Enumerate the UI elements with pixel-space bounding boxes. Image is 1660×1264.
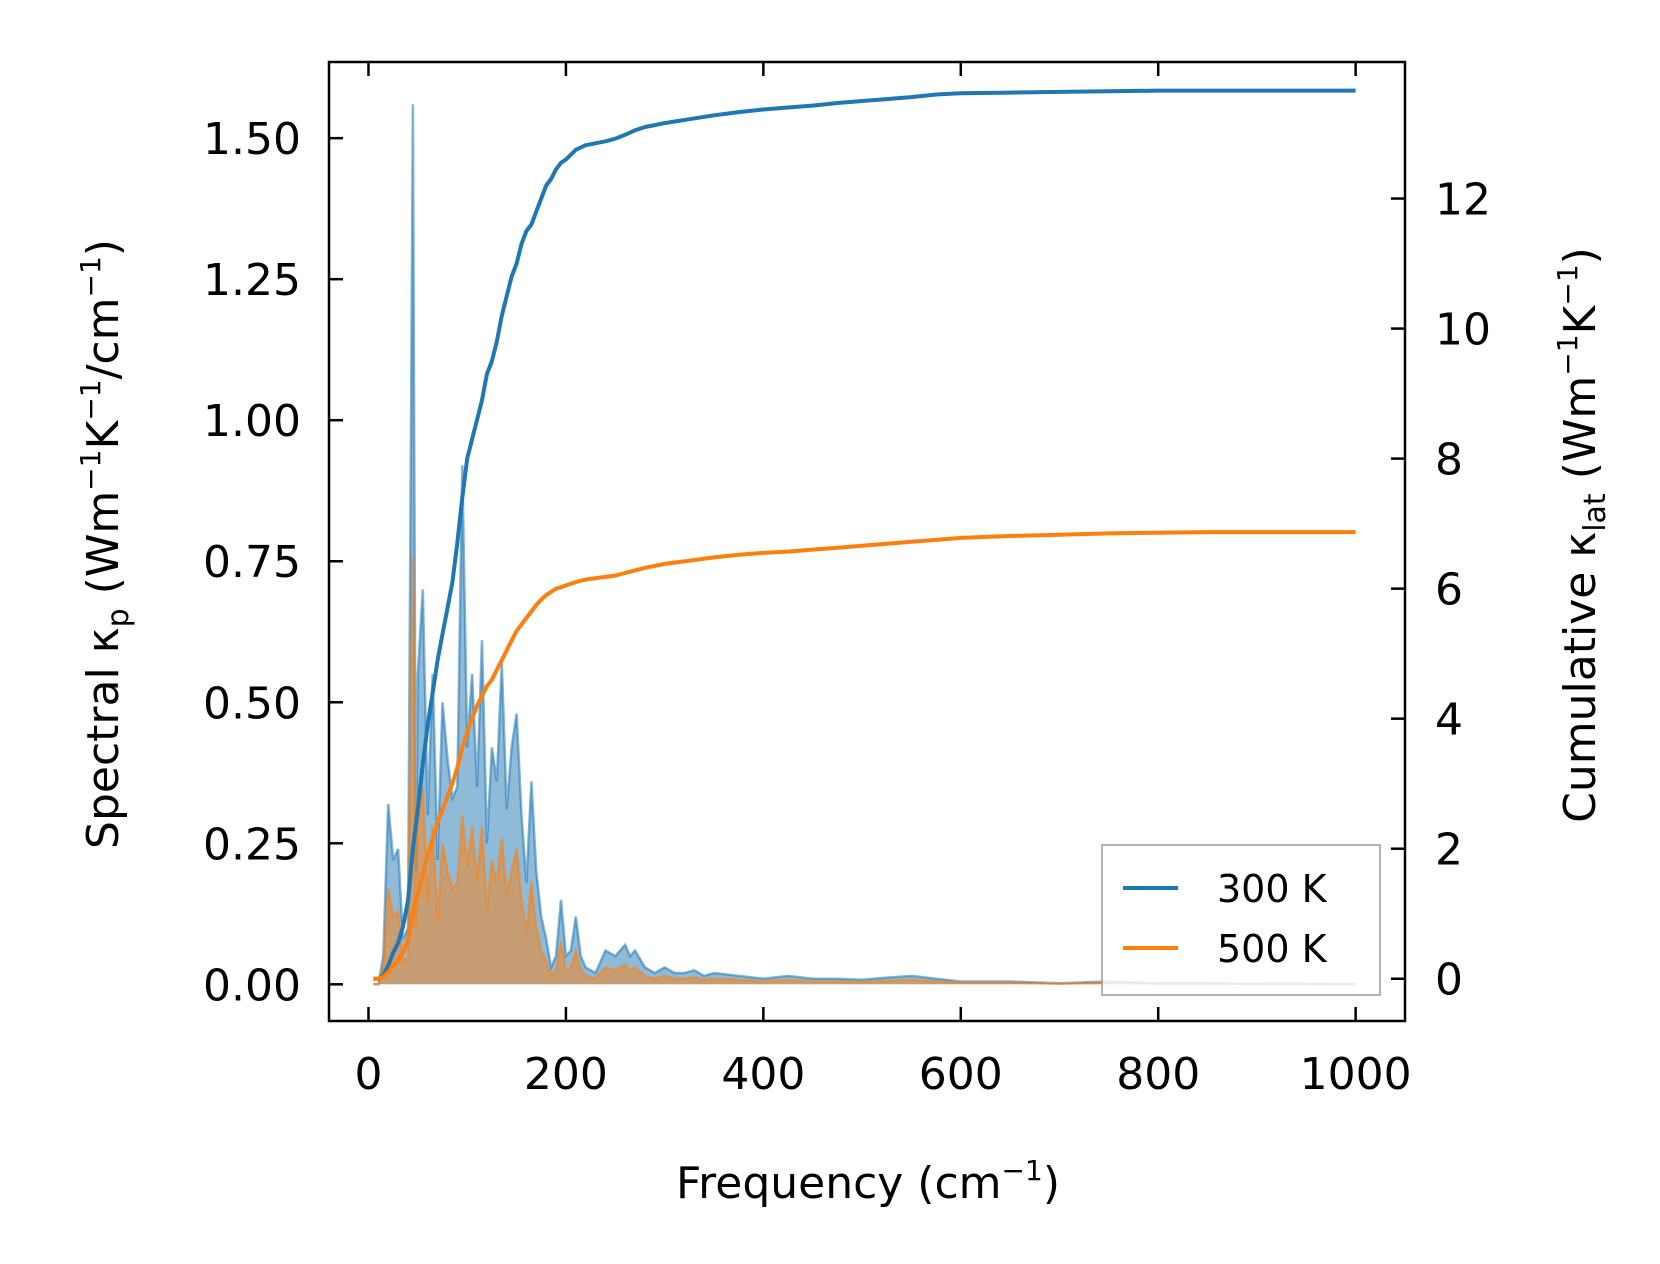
axes: 0 200 400 600 800 1000 0.00 0.25 0.50 0.75 1.00 1.2… bbox=[203, 60, 1491, 1100]
y-tick-label-left: 0.25 bbox=[203, 819, 301, 870]
cumulative-line-300k bbox=[373, 88, 1356, 981]
y-tick-label-right: 4 bbox=[1435, 695, 1463, 746]
y-tick-label-right: 10 bbox=[1435, 305, 1491, 356]
plot-area bbox=[373, 88, 1356, 986]
y-axis-label-right: Cumulative κlat (Wm−1K−1) bbox=[1551, 247, 1613, 823]
y-tick-label-left: 0.50 bbox=[203, 678, 301, 729]
x-tick-label: 400 bbox=[721, 1049, 805, 1100]
y-axis-label-left: Spectral κp (Wm−1K−1/cm−1) bbox=[74, 239, 136, 849]
y-tick-label-right: 8 bbox=[1435, 435, 1463, 486]
cumulative-line-500k bbox=[373, 530, 1356, 981]
x-axis-label: Frequency (cm−1) bbox=[676, 1154, 1060, 1209]
spectral-line-300k bbox=[373, 104, 1356, 986]
legend: 300 K 500 K bbox=[1101, 844, 1381, 996]
legend-label-300k: 300 K bbox=[1217, 867, 1328, 911]
y-tick-label-right: 12 bbox=[1435, 175, 1491, 226]
y-tick-label-left: 1.25 bbox=[203, 255, 301, 306]
legend-frame bbox=[1101, 844, 1381, 996]
y-tick-label-right: 0 bbox=[1435, 955, 1463, 1006]
y-tick-label-left: 1.00 bbox=[203, 396, 301, 447]
x-tick-label: 200 bbox=[524, 1049, 608, 1100]
y-tick-label-left: 1.50 bbox=[203, 114, 301, 165]
y-tick-label-left: 0.75 bbox=[203, 537, 301, 588]
x-tick-label: 0 bbox=[354, 1049, 382, 1100]
legend-label-500k: 500 K bbox=[1217, 927, 1328, 971]
y-tick-label-left: 0.00 bbox=[203, 960, 301, 1011]
y-tick-label-right: 2 bbox=[1435, 825, 1463, 876]
x-tick-label: 600 bbox=[919, 1049, 1003, 1100]
spectral-area-500k bbox=[373, 555, 1356, 985]
x-tick-label: 800 bbox=[1116, 1049, 1200, 1100]
plot-frame bbox=[327, 60, 1407, 1023]
x-tick-label: 1000 bbox=[1300, 1049, 1412, 1100]
y-tick-label-right: 6 bbox=[1435, 565, 1463, 616]
